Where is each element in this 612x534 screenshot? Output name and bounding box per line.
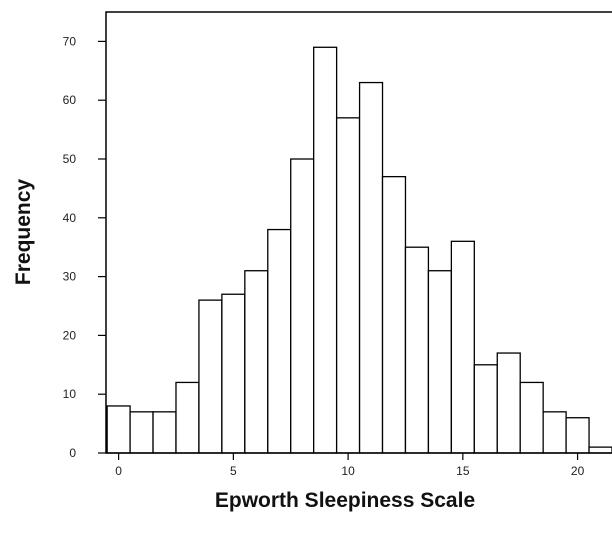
x-tick-label: 0: [115, 464, 122, 478]
bar-15: [450, 240, 475, 454]
x-tick-label: 15: [456, 464, 470, 478]
axes-group: [105, 11, 612, 454]
bar-13: [404, 246, 430, 454]
bar-16: [473, 364, 498, 454]
bar-17: [496, 352, 521, 454]
bar-10: [335, 117, 361, 454]
bar-19: [542, 411, 567, 454]
bar-11: [358, 81, 384, 454]
x-tick-label: 20: [571, 464, 585, 478]
bar-9: [313, 46, 338, 454]
bar-2: [152, 411, 177, 454]
bar-1: [129, 411, 154, 454]
bar-12: [381, 175, 407, 454]
y-tick-label: 0: [69, 446, 76, 460]
bar-20: [565, 417, 590, 454]
bar-5: [221, 293, 246, 454]
bar-0: [106, 405, 131, 454]
plot-frame: [105, 11, 612, 454]
y-tick-label: 70: [63, 34, 77, 48]
y-tick-label: 50: [63, 152, 77, 166]
bar-21: [588, 446, 612, 454]
y-tick-label: 10: [63, 387, 77, 401]
bar-8: [290, 158, 315, 454]
bar-14: [427, 270, 453, 454]
bar-4: [198, 299, 223, 454]
x-tick-label: 5: [230, 464, 237, 478]
x-axis-ticks: 0 5 10 15 20: [115, 453, 585, 478]
bar-6: [244, 270, 269, 454]
y-tick-label: 40: [63, 211, 77, 225]
bar-18: [519, 381, 544, 454]
bar-7: [267, 228, 292, 454]
bar-3: [175, 381, 200, 454]
x-axis-title: Epworth Sleepiness Scale: [215, 489, 475, 512]
x-tick-label: 10: [341, 464, 355, 478]
y-axis-ticks: 0 10 20 30 40 50 60 70: [63, 34, 106, 460]
y-tick-label: 60: [63, 93, 77, 107]
bars-group: [106, 46, 612, 454]
y-axis-title: Frequency: [12, 179, 35, 286]
y-tick-label: 20: [63, 328, 77, 342]
y-tick-label: 30: [63, 270, 77, 284]
